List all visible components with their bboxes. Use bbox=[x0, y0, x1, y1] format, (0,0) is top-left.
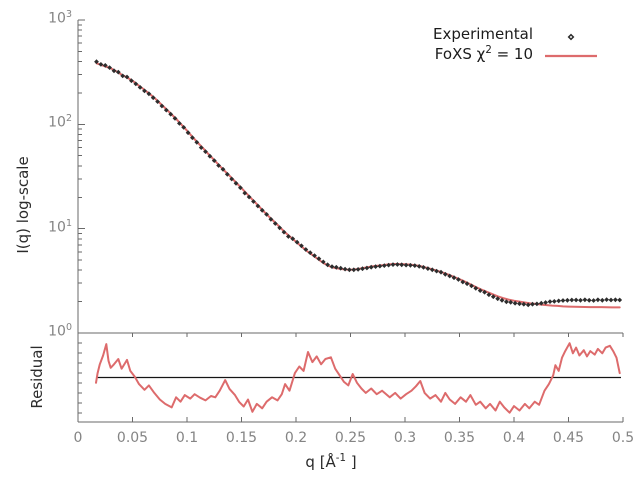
y-tick-label: 103 bbox=[48, 9, 72, 27]
legend-label-foxs-fit: FoXS χ2 = 10 bbox=[435, 45, 533, 63]
residual-y-axis-title: Residual bbox=[28, 345, 46, 409]
y-tick-label: 102 bbox=[48, 113, 72, 131]
x-tick-label: 0.4 bbox=[502, 430, 526, 446]
y-tick-label: 100 bbox=[48, 322, 72, 340]
legend-foxs-suffix: = 10 bbox=[491, 45, 533, 63]
x-tick-label: 0.3 bbox=[393, 430, 417, 446]
x-axis-title: q [Å-1 ] bbox=[305, 453, 356, 471]
x-tick-label: 0.15 bbox=[225, 430, 258, 446]
legend-foxs-superscript: 2 bbox=[485, 45, 492, 56]
main-y-axis-title: I(q) log-scale bbox=[14, 156, 32, 254]
y-tick-label: 101 bbox=[48, 217, 72, 236]
x-tick-label: 0.05 bbox=[116, 430, 149, 446]
x-tick-label: 0 bbox=[73, 430, 83, 446]
x-tick-label: 0.45 bbox=[552, 430, 585, 446]
x-tick-label: 0.2 bbox=[284, 430, 308, 446]
x-axis-title-suffix: ] bbox=[345, 453, 357, 471]
x-axis-title-prefix: q [Å bbox=[305, 453, 336, 471]
legend-label-experimental: Experimental bbox=[432, 25, 533, 43]
x-tick-label: 0.35 bbox=[443, 430, 476, 446]
x-tick-label: 0.25 bbox=[334, 430, 367, 446]
x-axis-title-superscript: -1 bbox=[335, 453, 346, 464]
x-tick-label: 0.1 bbox=[175, 430, 199, 446]
legend-foxs-prefix: FoXS χ bbox=[434, 45, 486, 63]
x-tick-label: 0.5 bbox=[611, 430, 635, 446]
